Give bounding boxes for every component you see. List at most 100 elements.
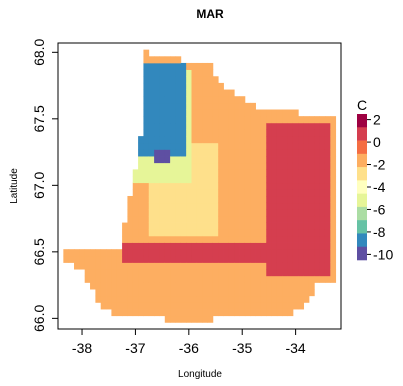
heatmap-cell bbox=[228, 275, 235, 283]
heatmap-cell bbox=[159, 82, 166, 90]
heatmap-cell bbox=[319, 229, 326, 237]
heatmap-cell bbox=[180, 209, 187, 217]
heatmap-cell bbox=[138, 282, 144, 290]
heatmap-cell bbox=[308, 229, 315, 237]
heatmap-cell bbox=[244, 189, 251, 197]
heatmap-cell bbox=[127, 302, 134, 310]
heatmap-cell bbox=[239, 109, 246, 117]
heatmap-cell bbox=[170, 229, 176, 237]
heatmap-cell bbox=[223, 96, 230, 104]
heatmap-cell bbox=[164, 109, 171, 117]
heatmap-cell bbox=[250, 162, 256, 170]
heatmap-cell bbox=[186, 182, 192, 190]
heatmap-cell bbox=[95, 255, 102, 263]
heatmap-cell bbox=[244, 142, 251, 150]
heatmap-cell bbox=[218, 102, 224, 110]
heatmap-cell bbox=[138, 142, 144, 150]
heatmap-cell bbox=[79, 262, 86, 270]
heatmap-cell bbox=[106, 282, 112, 290]
heatmap-cell bbox=[319, 156, 326, 164]
heatmap-cell bbox=[170, 249, 176, 257]
heatmap-cell bbox=[250, 156, 256, 164]
heatmap-cell bbox=[132, 295, 139, 303]
heatmap-cell bbox=[175, 209, 182, 217]
heatmap-cell bbox=[255, 302, 262, 310]
heatmap-cell bbox=[180, 269, 187, 277]
heatmap-cell bbox=[239, 182, 246, 190]
heatmap-cell bbox=[314, 262, 321, 270]
heatmap-cell bbox=[148, 302, 155, 310]
heatmap-cell bbox=[196, 89, 203, 97]
heatmap-cell bbox=[148, 209, 155, 217]
heatmap-cell bbox=[330, 209, 337, 217]
heatmap-cell bbox=[234, 275, 240, 283]
heatmap-cell bbox=[207, 109, 214, 117]
heatmap-cell bbox=[308, 136, 315, 144]
heatmap-cell bbox=[319, 235, 326, 243]
y-axis: 66.0 66.5 67.0 67.5 68.0 bbox=[31, 38, 58, 332]
heatmap-cell bbox=[202, 202, 208, 210]
heatmap-cell bbox=[159, 215, 166, 223]
heatmap-cell bbox=[255, 242, 262, 250]
heatmap-cell bbox=[100, 255, 107, 263]
heatmap-cell bbox=[266, 255, 272, 263]
heatmap-cell bbox=[266, 235, 272, 243]
heatmap-cell bbox=[260, 302, 267, 310]
heatmap-cell bbox=[244, 269, 251, 277]
heatmap-cell bbox=[138, 202, 144, 210]
heatmap-cell bbox=[239, 136, 246, 144]
heatmap-cell bbox=[276, 262, 283, 270]
heatmap-cell bbox=[180, 176, 187, 184]
heatmap-cell bbox=[111, 269, 118, 277]
heatmap-cell bbox=[106, 249, 112, 257]
heatmap-cell bbox=[228, 169, 235, 177]
heatmap-cell bbox=[154, 309, 160, 317]
heatmap-cell bbox=[234, 142, 240, 150]
heatmap-cell bbox=[164, 249, 171, 257]
heatmap-cell bbox=[234, 96, 240, 104]
heatmap-cell bbox=[250, 176, 256, 184]
heatmap-cell bbox=[191, 295, 198, 303]
heatmap-cell bbox=[95, 269, 102, 277]
heatmap-cell bbox=[303, 116, 310, 124]
heatmap-cell bbox=[196, 116, 203, 124]
heatmap-cell bbox=[298, 122, 305, 130]
heatmap-cell bbox=[276, 309, 283, 317]
heatmap-cell bbox=[143, 96, 150, 104]
heatmap-cell bbox=[186, 189, 192, 197]
heatmap-cell bbox=[330, 255, 337, 263]
heatmap-cell bbox=[127, 209, 134, 217]
heatmap-cell bbox=[266, 136, 272, 144]
heatmap-cell bbox=[100, 302, 107, 310]
heatmap-cell bbox=[234, 229, 240, 237]
colorbar-label: C bbox=[357, 97, 367, 113]
heatmap-cell bbox=[186, 235, 192, 243]
heatmap-cell bbox=[186, 62, 192, 70]
heatmap-cell bbox=[207, 102, 214, 110]
heatmap-cell bbox=[196, 262, 203, 270]
heatmap-cell bbox=[308, 289, 315, 297]
heatmap-cell bbox=[239, 269, 246, 277]
heatmap-cell bbox=[292, 149, 299, 157]
heatmap-cell bbox=[255, 209, 262, 217]
heatmap-cell bbox=[159, 109, 166, 117]
heatmap-cell bbox=[239, 295, 246, 303]
heatmap-cell bbox=[287, 215, 294, 223]
heatmap-cell bbox=[180, 162, 187, 170]
heatmap-cell bbox=[148, 142, 155, 150]
heatmap-cell bbox=[244, 129, 251, 137]
heatmap-cell bbox=[116, 282, 123, 290]
heatmap-cell bbox=[244, 162, 251, 170]
heatmap-cell bbox=[266, 275, 272, 283]
heatmap-cell bbox=[266, 242, 272, 250]
heatmap-cell bbox=[143, 169, 150, 177]
heatmap-cell bbox=[196, 162, 203, 170]
heatmap-cell bbox=[164, 215, 171, 223]
heatmap-cell bbox=[292, 282, 299, 290]
heatmap-cell bbox=[148, 242, 155, 250]
heatmap-cell bbox=[148, 149, 155, 157]
heatmap-cell bbox=[143, 302, 150, 310]
heatmap-cell bbox=[282, 229, 288, 237]
heatmap-cell bbox=[308, 122, 315, 130]
heatmap-cell bbox=[207, 295, 214, 303]
